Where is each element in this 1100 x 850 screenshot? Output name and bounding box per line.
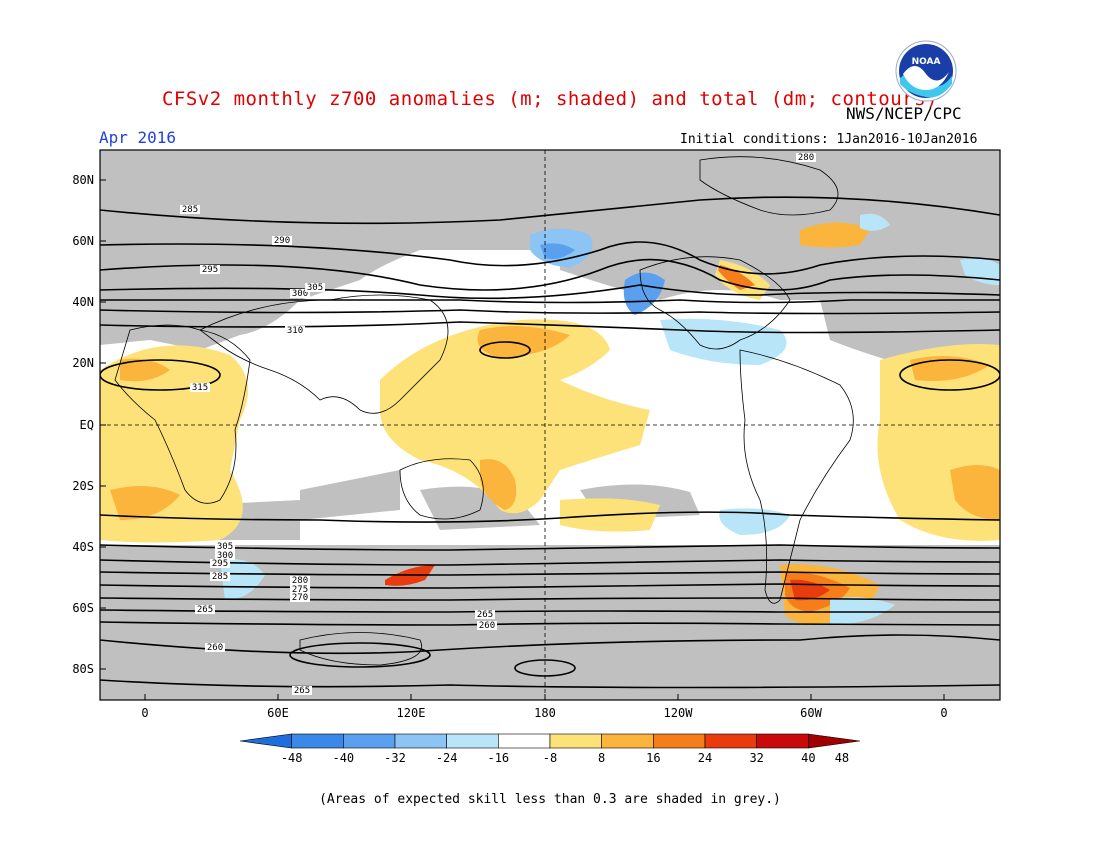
height-contours: [100, 196, 1000, 689]
lat-label: 20S: [72, 479, 94, 493]
contour-label-bg: [305, 283, 325, 292]
contour-label-bg: [210, 572, 230, 581]
contour-label: 310: [287, 326, 303, 336]
map-canvas: [100, 150, 1000, 700]
lon-label: 180: [534, 706, 556, 720]
contour-label-bg: [292, 686, 312, 695]
lat-label: 60N: [72, 234, 94, 248]
colorbar-segment: [446, 733, 499, 749]
contour-label-bg: [210, 559, 230, 568]
contour-label-bg: [195, 605, 215, 614]
contour-label: 280: [798, 153, 814, 163]
colorbar-tick-label: -24: [436, 751, 458, 765]
colorbar-tick-label: 24: [698, 751, 712, 765]
colorbar-tick-label: 8: [598, 751, 605, 765]
colorbar-tick-label: -32: [384, 751, 406, 765]
contour-label: 270: [292, 593, 308, 603]
contour-label-bg: [477, 621, 497, 630]
colorbar-segment: [239, 733, 292, 749]
contour-label-bg: [272, 236, 292, 245]
colorbar: -48 -40 -32 -24 -16 -8 8 16 24 32 40 48: [239, 733, 861, 765]
lon-label: 60E: [267, 706, 289, 720]
contour-label-bg: [290, 585, 310, 594]
lat-label: 20N: [72, 356, 94, 370]
colorbar-tick-label: -48: [281, 751, 303, 765]
colorbar-tick-label: 48: [835, 751, 849, 765]
colorbar-segment: [601, 733, 654, 749]
latitude-labels: 80N 60N 40N 20N EQ 20S 40S 60S 80S: [72, 173, 106, 676]
contour-label: 275: [292, 585, 308, 595]
lon-label: 0: [141, 706, 148, 720]
lat-label: 40S: [72, 540, 94, 554]
contour-label-bg: [796, 153, 816, 162]
lon-label: 120W: [664, 706, 694, 720]
contour-label-bg: [180, 205, 200, 214]
contour-label: 315: [192, 383, 208, 393]
colorbar-tick-label: -16: [487, 751, 509, 765]
contour-label: 260: [479, 621, 495, 631]
contour-label-bg: [200, 265, 220, 274]
colorbar-segment: [291, 733, 344, 749]
contour-label-bg: [285, 326, 305, 335]
forecast-month: Apr 2016: [99, 128, 177, 147]
contour-label: 290: [274, 236, 290, 246]
contour-label: 265: [294, 686, 310, 696]
contour-label-bg: [290, 576, 310, 585]
contour-label: 260: [207, 643, 223, 653]
contour-label-bg: [475, 610, 495, 619]
contour-label: 265: [197, 605, 213, 615]
longitude-labels: 0 60E 120E 180 120W 60W 0: [141, 694, 948, 720]
colorbar-tick-label: -40: [332, 751, 354, 765]
skill-footnote: (Areas of expected skill less than 0.3 a…: [319, 792, 781, 807]
chart-title: CFSv2 monthly z700 anomalies (m; shaded)…: [161, 88, 939, 110]
colorbar-tick-label: 32: [749, 751, 763, 765]
contour-label-bg: [190, 383, 210, 392]
contour-label-bg: [205, 643, 225, 652]
contour-label-bg: [290, 289, 310, 298]
lat-label: 40N: [72, 295, 94, 309]
contour-label-bg: [215, 551, 235, 560]
contour-label: 305: [217, 542, 233, 552]
coastlines: [114, 156, 854, 666]
colorbar-tick-label: 40: [801, 751, 815, 765]
contour-label: 295: [202, 265, 218, 275]
contour-label: 295: [212, 559, 228, 569]
initial-conditions: Initial conditions: 1Jan2016-10Jan2016: [680, 132, 978, 147]
noaa-logo-icon: NOAA: [895, 40, 957, 102]
colorbar-segment: [549, 733, 602, 749]
lon-label: 120E: [397, 706, 426, 720]
colorbar-segment: [498, 733, 551, 749]
lon-label: 0: [940, 706, 947, 720]
contour-label: 285: [182, 205, 198, 215]
contour-label: 300: [292, 289, 308, 299]
lat-label: 80S: [72, 662, 94, 676]
agency-label: NWS/NCEP/CPC: [846, 104, 962, 123]
contour-label: 280: [292, 576, 308, 586]
lat-label: EQ: [80, 418, 94, 432]
colorbar-segment: [704, 733, 757, 749]
colorbar-segment: [394, 733, 447, 749]
lat-label: 60S: [72, 601, 94, 615]
svg-text:NOAA: NOAA: [912, 57, 941, 67]
colorbar-segment: [343, 733, 396, 749]
contour-label: 305: [307, 283, 323, 293]
lon-label: 60W: [800, 706, 822, 720]
contour-label: 265: [477, 610, 493, 620]
contour-label-bg: [290, 593, 310, 602]
colorbar-segment: [756, 733, 809, 749]
colorbar-segment: [808, 733, 861, 749]
contour-label-bg: [215, 542, 235, 551]
colorbar-tick-label: -8: [543, 751, 557, 765]
colorbar-segment: [653, 733, 706, 749]
colorbar-tick-label: 16: [646, 751, 660, 765]
contour-label: 300: [217, 551, 233, 561]
lat-label: 80N: [72, 173, 94, 187]
contour-label: 285: [212, 572, 228, 582]
